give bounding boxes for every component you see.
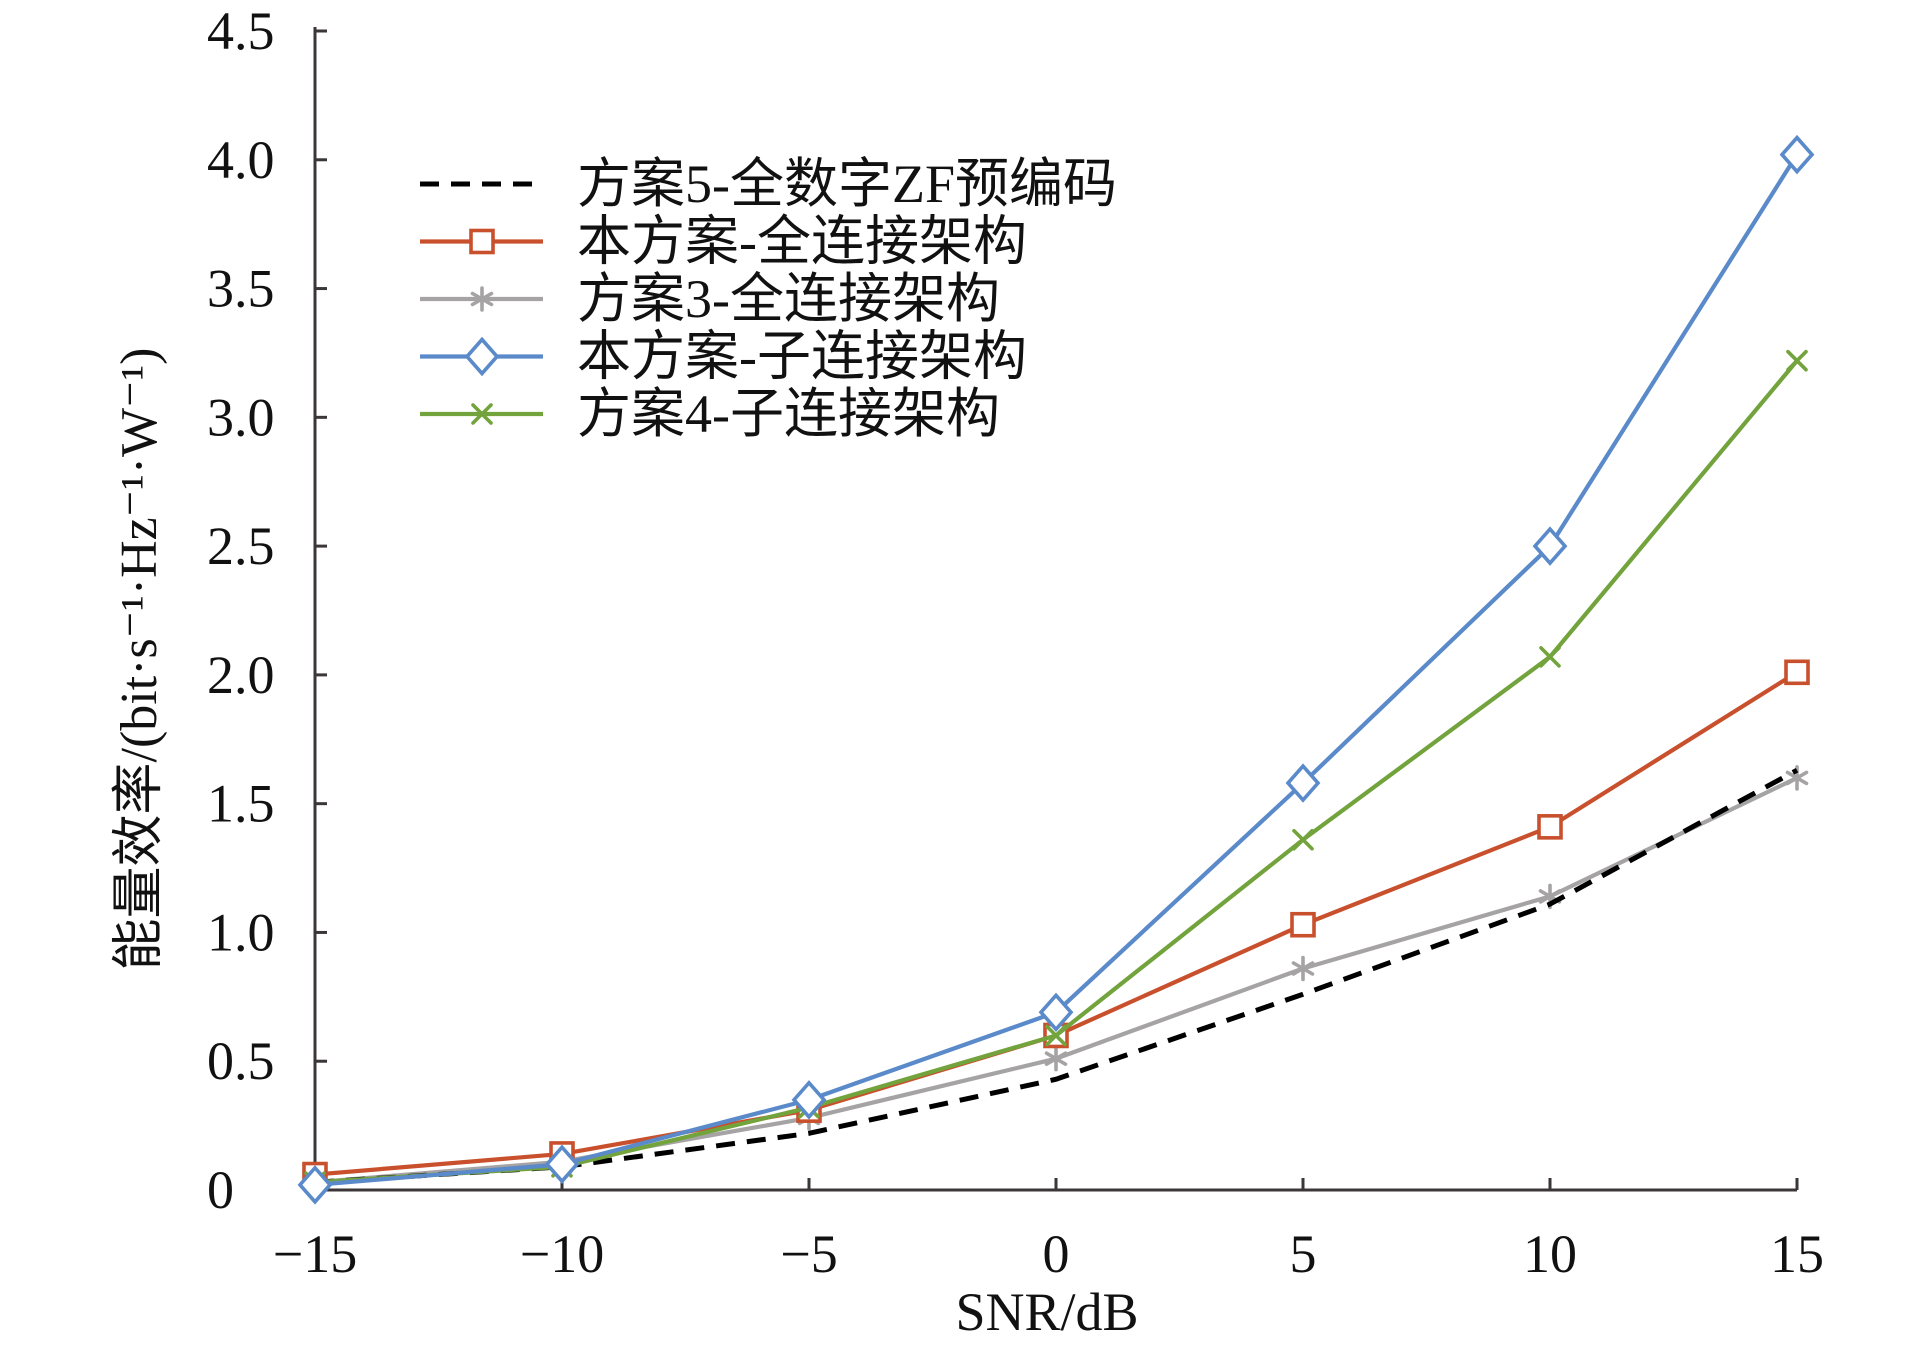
legend-marker: [470, 286, 494, 312]
series-4: [297, 134, 1815, 1205]
series-line: [314, 776, 1798, 1185]
legend-entry: 方案5-全数字ZF预编码: [420, 154, 1117, 214]
y-tick-label: 4.0: [207, 130, 275, 190]
y-tick-label: 1.0: [207, 902, 275, 962]
legend-marker: [469, 228, 495, 255]
x-tick-label: 5: [1290, 1224, 1317, 1284]
y-tick-label: 1.5: [207, 774, 275, 834]
series-line: [314, 767, 1799, 1185]
data-point: [1779, 134, 1815, 175]
data-point: [1291, 955, 1315, 982]
tick-layer: 0 0.5 1.0 1.5 2.0 2.5 3.0 3.5 4.0 4.5 −15 −10 −5 0 5 10…: [207, 1, 1824, 1284]
x-tick-label: −15: [273, 1224, 357, 1284]
series-line: [314, 670, 1799, 1177]
series-2: [302, 659, 1810, 1188]
y-tick-label: 2.5: [207, 516, 275, 576]
legend-entry: 方案3-全连接架构: [420, 269, 1000, 329]
x-axis-title: SNR/dB: [955, 1282, 1138, 1342]
y-tick-label: 3.5: [207, 259, 275, 319]
data-point: [297, 1165, 333, 1205]
legend-label: 本方案-全连接架构: [577, 212, 1027, 272]
marker-stroke: [1539, 646, 1561, 668]
y-axis-title: 能量效率/(bit·s⁻¹·Hz⁻¹·W⁻¹): [111, 348, 168, 971]
data-point: [1786, 349, 1808, 372]
data-point: [1784, 659, 1810, 686]
data-point: [1045, 1024, 1067, 1047]
y-tick-label: 3.0: [207, 387, 275, 447]
legend-entry: 本方案-全连接架构: [420, 212, 1027, 272]
data-point: [1532, 526, 1568, 566]
marker-stroke: [1044, 1051, 1068, 1066]
data-point: [1038, 992, 1074, 1033]
legend-entry: 本方案-子连接架构: [420, 327, 1027, 387]
legend-marker: [464, 336, 500, 377]
marker-stroke: [1785, 770, 1809, 786]
marker-stroke: [1292, 828, 1314, 851]
data-point: [1285, 763, 1321, 803]
legend-label: 方案5-全数字ZF预编码: [577, 154, 1117, 214]
data-point: [544, 1144, 580, 1184]
marker-stroke: [1045, 1024, 1067, 1047]
data-point: [1539, 646, 1561, 668]
legend-label: 方案3-全连接架构: [577, 269, 1000, 329]
legend: 方案5-全数字ZF预编码本方案-全连接架构方案3-全连接架构本方案-子连接架构方…: [420, 154, 1117, 444]
series-layer: [297, 134, 1815, 1205]
legend-marker: [471, 403, 493, 425]
data-point: [791, 1080, 827, 1120]
x-tick-label: −10: [520, 1224, 604, 1284]
data-point: [1292, 828, 1314, 851]
x-tick-label: 15: [1770, 1224, 1824, 1284]
legend-label: 方案4-子连接架构: [577, 384, 1000, 444]
legend-entry: 方案4-子连接架构: [420, 384, 1000, 444]
legend-label: 本方案-子连接架构: [577, 327, 1027, 387]
marker-stroke: [1786, 349, 1808, 372]
y-tick-label: 0: [207, 1160, 234, 1220]
data-point: [1290, 911, 1316, 938]
y-tick-label: 0.5: [207, 1031, 275, 1091]
data-point: [1044, 1045, 1068, 1072]
marker-stroke: [471, 403, 493, 425]
y-tick-label: 4.5: [207, 1, 275, 61]
x-tick-label: −5: [780, 1224, 837, 1284]
x-tick-label: 10: [1523, 1224, 1577, 1284]
y-tick-label: 2.0: [207, 645, 275, 705]
series-3: [303, 765, 1809, 1196]
marker-stroke: [470, 291, 494, 307]
data-point: [1537, 814, 1563, 840]
x-tick-label: 0: [1043, 1224, 1070, 1284]
marker-stroke: [1538, 889, 1562, 904]
marker-stroke: [1291, 961, 1315, 976]
series-1: [314, 767, 1799, 1185]
